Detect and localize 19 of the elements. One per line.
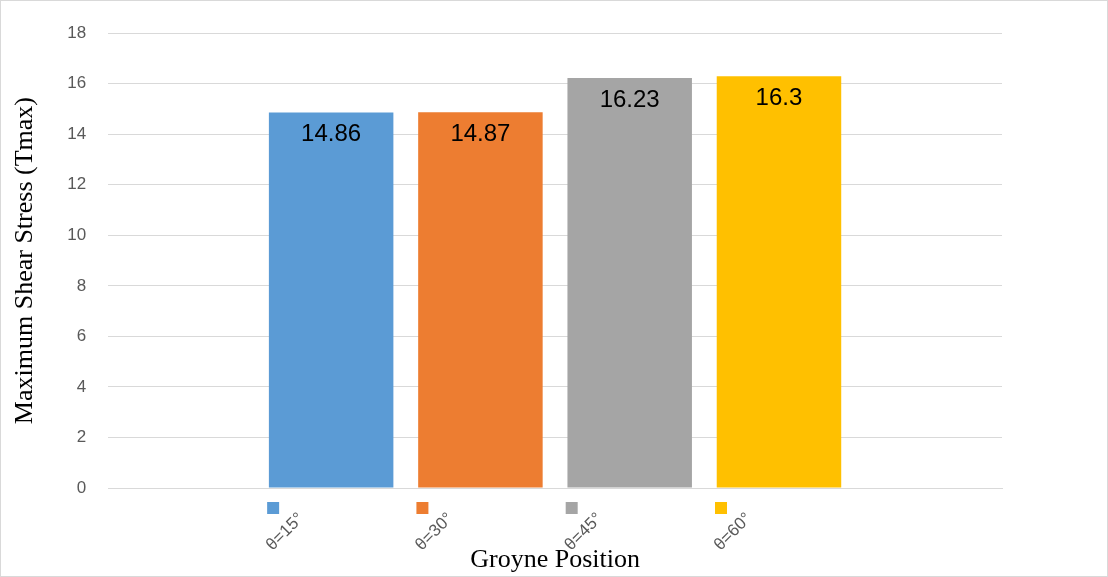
bar	[268, 112, 394, 488]
y-tick-label: 16	[67, 73, 87, 93]
y-tick-label: 14	[67, 123, 87, 143]
y-tick-label: 4	[76, 376, 87, 396]
y-tick-label: 8	[76, 275, 87, 295]
y-axis-title: Maximum Shear Stress (Tmax)	[9, 97, 39, 425]
data-label: 14.87	[450, 118, 511, 146]
y-tick-label: 0	[76, 477, 87, 497]
y-tick-label: 12	[67, 174, 87, 194]
y-tick-label: 10	[67, 225, 87, 245]
y-tick-label: 18	[67, 22, 87, 42]
data-label: 14.86	[301, 119, 362, 147]
data-label: 16.23	[599, 84, 660, 112]
bar	[567, 77, 692, 488]
y-tick-label: 6	[76, 326, 87, 346]
data-label: 16.3	[755, 82, 803, 110]
bar	[418, 112, 543, 488]
bar	[716, 76, 842, 488]
y-tick-label: 2	[76, 427, 87, 447]
